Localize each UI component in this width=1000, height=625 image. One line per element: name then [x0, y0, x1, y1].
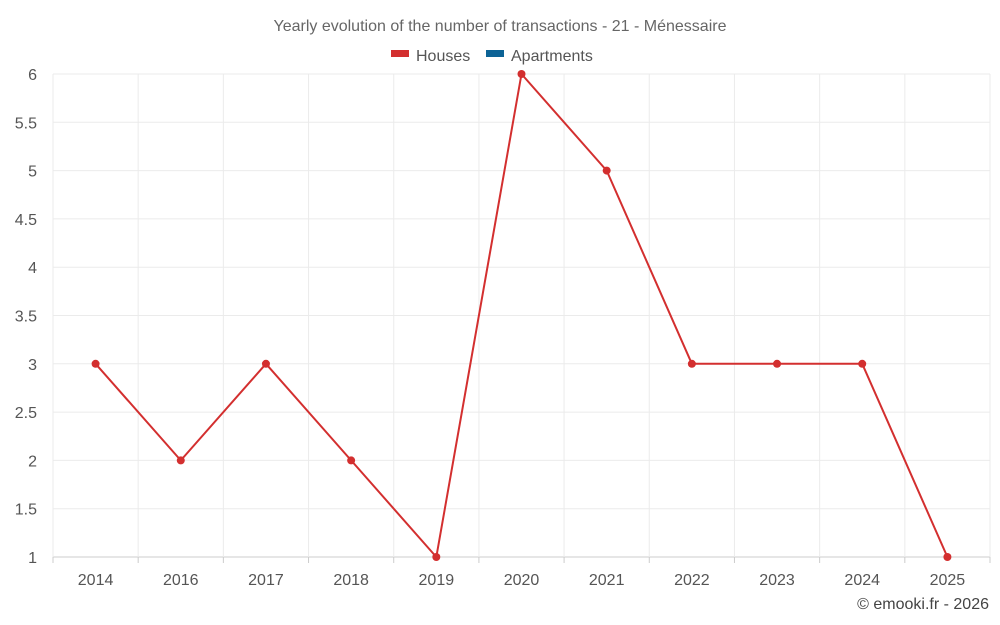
x-tick-label: 2024 — [844, 572, 880, 589]
x-tick-label: 2017 — [248, 572, 284, 589]
legend-item-apartments[interactable]: Apartments — [486, 48, 593, 65]
y-tick-label: 3.5 — [15, 309, 37, 326]
x-tick-label: 2023 — [759, 572, 795, 589]
y-axis-tick-labels: 1 1.5 2 2.5 3 3.5 4 4.5 5 5.5 6 — [15, 67, 37, 567]
data-point-houses[interactable] — [687, 359, 696, 368]
grid — [52, 73, 991, 563]
x-tick-label: 2021 — [589, 572, 625, 589]
y-tick-label: 2 — [28, 453, 37, 470]
x-tick-label: 2022 — [674, 572, 710, 589]
legend-label-apartments: Apartments — [511, 48, 593, 65]
y-tick-label: 6 — [28, 67, 37, 84]
chart-title: Yearly evolution of the number of transa… — [274, 18, 727, 35]
y-tick-label: 1.5 — [15, 502, 37, 519]
y-tick-label: 4 — [28, 260, 37, 277]
y-tick-label: 4.5 — [15, 212, 37, 229]
x-tick-label: 2018 — [333, 572, 369, 589]
legend-label-houses: Houses — [416, 48, 470, 65]
series-layer — [91, 70, 952, 561]
data-point-houses[interactable] — [858, 359, 867, 368]
data-point-houses[interactable] — [91, 359, 100, 368]
y-tick-label: 2.5 — [15, 405, 37, 422]
data-point-houses[interactable] — [176, 456, 185, 465]
data-point-houses[interactable] — [602, 166, 611, 175]
x-tick-label: 2019 — [419, 572, 455, 589]
x-axis-tick-labels: 2014 2016 2017 2018 2019 2020 2021 2022 2023 2024… — [78, 572, 966, 589]
y-tick-label: 5 — [28, 164, 37, 181]
x-tick-label: 2014 — [78, 572, 114, 589]
credit-text: © emooki.fr - 2026 — [857, 596, 989, 613]
legend-swatch-apartments — [486, 50, 504, 57]
y-tick-label: 3 — [28, 357, 37, 374]
data-point-houses[interactable] — [773, 359, 782, 368]
y-tick-label: 1 — [28, 550, 37, 567]
data-point-houses[interactable] — [943, 553, 952, 561]
data-point-houses[interactable] — [347, 456, 356, 465]
legend: Houses Apartments — [391, 48, 593, 65]
x-tick-label: 2016 — [163, 572, 199, 589]
x-tick-label: 2020 — [504, 572, 540, 589]
legend-swatch-houses — [391, 50, 409, 57]
x-tick-label: 2025 — [930, 572, 966, 589]
data-point-houses[interactable] — [261, 359, 270, 368]
legend-item-houses[interactable]: Houses — [391, 48, 470, 65]
data-point-houses[interactable] — [517, 70, 526, 78]
y-tick-label: 5.5 — [15, 115, 37, 132]
data-point-houses[interactable] — [432, 553, 441, 561]
